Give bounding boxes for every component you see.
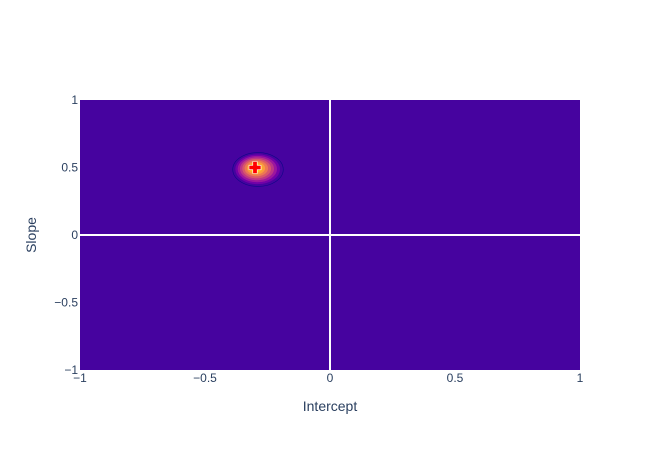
x-tick-label: −1 — [73, 371, 87, 385]
marker-layer — [248, 161, 262, 174]
peak-marker — [248, 161, 262, 174]
y-tick-label: 1 — [71, 93, 78, 107]
y-axis-ticks: −1 −0.5 0 0.5 1 — [54, 93, 78, 377]
x-tick-label: −0.5 — [193, 371, 217, 385]
x-tick-label: 0 — [327, 371, 334, 385]
y-axis-title: Slope — [23, 217, 39, 253]
x-axis-ticks: −1 −0.5 0 0.5 1 — [73, 371, 584, 385]
x-tick-label: 1 — [577, 371, 584, 385]
x-axis-title: Intercept — [303, 398, 358, 414]
y-tick-label: −1 — [64, 363, 78, 377]
y-tick-label: −0.5 — [54, 296, 78, 310]
y-tick-label: 0 — [71, 228, 78, 242]
y-tick-label: 0.5 — [61, 161, 78, 175]
x-tick-label: 0.5 — [447, 371, 464, 385]
zero-lines — [80, 100, 580, 370]
